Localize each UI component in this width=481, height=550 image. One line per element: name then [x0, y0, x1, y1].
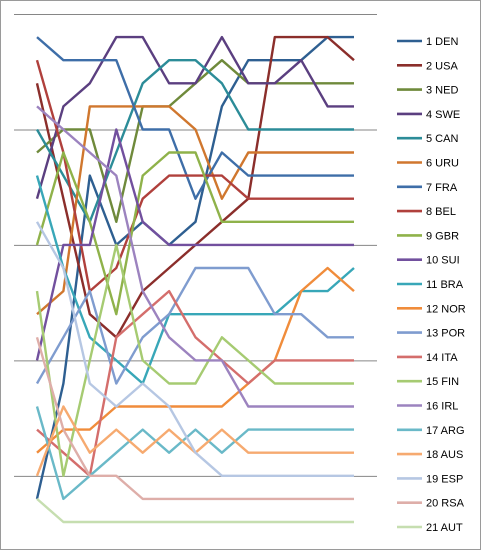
legend-label: 4 SWE: [426, 109, 460, 121]
series-line-15-fin: [35, 243, 354, 477]
legend-label: 6 URU: [426, 158, 459, 170]
series-line-9-gbr: [35, 151, 354, 316]
legend-label: 12 NOR: [426, 303, 466, 315]
legend-label: 21 AUT: [426, 522, 463, 534]
series-line-4-swe: [35, 35, 354, 200]
legend-label: 9 GBR: [426, 230, 459, 242]
series-lines: [35, 35, 355, 524]
series-line-12-nor: [36, 266, 355, 454]
series-line-13-por: [35, 266, 354, 385]
series-line-10-sui: [35, 128, 354, 361]
legend-label: 8 BEL: [426, 206, 456, 218]
legend-label: 1 DEN: [426, 36, 458, 48]
legend-label: 19 ESP: [426, 473, 463, 485]
legend-label: 15 FIN: [426, 376, 459, 388]
legend-label: 11 BRA: [426, 279, 464, 291]
legend-label: 3 NED: [426, 85, 458, 97]
legend-label: 17 ARG: [426, 425, 465, 437]
series-line-19-esp: [35, 221, 354, 477]
legend-label: 13 POR: [426, 328, 465, 340]
legend-label: 2 USA: [426, 60, 458, 72]
series-line-20-rsa: [35, 336, 354, 501]
legend-label: 14 ITA: [426, 352, 458, 364]
legend-label: 20 RSA: [426, 498, 465, 510]
legend-label: 5 CAN: [426, 133, 458, 145]
legend-label: 7 FRA: [426, 182, 458, 194]
series-line-16-irl: [36, 105, 354, 408]
series-line-7-fra: [36, 36, 354, 200]
legend-label: 10 SUI: [426, 255, 460, 267]
legend-label: 16 IRL: [426, 401, 458, 413]
legend-label: 18 AUS: [426, 449, 463, 461]
series-line-21-aut: [36, 497, 354, 524]
series-line-6-uru: [36, 105, 354, 316]
legend: 1 DEN 2 USA 3 NED 4 SWE 5 CAN 6 URU 7 FRA 8 BEL…: [397, 36, 466, 534]
